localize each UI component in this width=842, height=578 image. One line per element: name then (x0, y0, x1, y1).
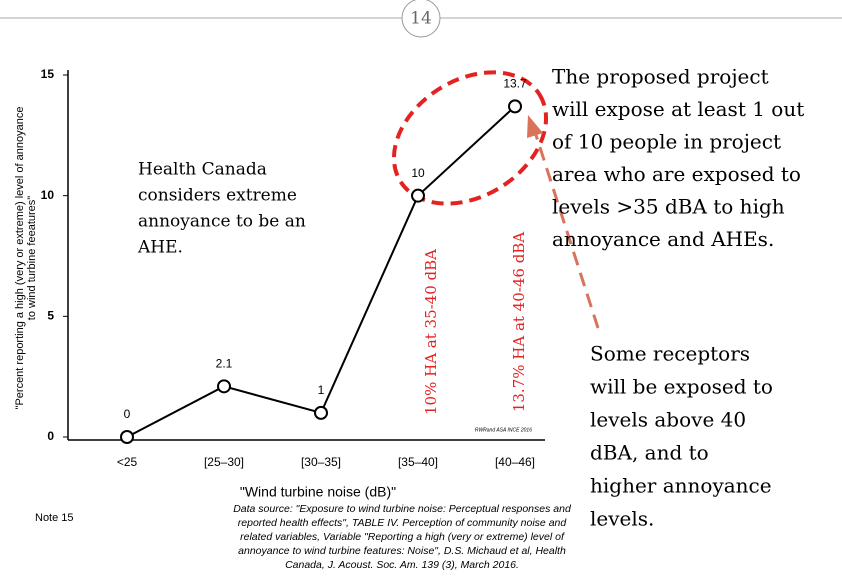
callout-text: The proposed project (552, 65, 769, 89)
callout-text: levels. (590, 507, 654, 531)
x-tick-label: <25 (117, 455, 138, 469)
source-text: related variables, Variable "Reporting a… (240, 531, 565, 543)
y-tick-label: 5 (47, 309, 54, 323)
note: Note 15 (35, 512, 74, 524)
point (314, 405, 328, 420)
callout-text: Some receptors (590, 342, 750, 366)
point (120, 430, 134, 444)
inset-note: AHE. (137, 238, 183, 258)
callout-text: will be exposed to (590, 375, 773, 399)
callout-text: levels above 40 (590, 408, 746, 432)
data-label: 13.7 (503, 77, 527, 91)
y-axis-label: to wind turbine feeatures" (26, 196, 38, 320)
bar-annotation: 10% HA at 35-40 dBA (422, 249, 440, 415)
y-tick-label: 15 (41, 67, 55, 81)
point (411, 188, 425, 203)
callout-text: area who are exposed to (552, 162, 801, 186)
x-tick-label: [30–35] (301, 455, 341, 469)
data-label: 1 (318, 383, 325, 397)
x-tick-label: [25–30] (204, 455, 244, 469)
point (508, 99, 522, 114)
data-label: 0 (124, 407, 131, 421)
y-axis-label: "Percent reporting a high (very or extre… (14, 107, 26, 410)
inset-note: Health Canada (138, 160, 267, 180)
callout-text: annoyance and AHEs. (552, 227, 774, 251)
x-axis-label: "Wind turbine noise (dB)" (240, 484, 396, 500)
x-tick-label: [35–40] (398, 455, 438, 469)
point (217, 379, 231, 394)
y-tick-label: 10 (41, 188, 55, 202)
data-label: 2.1 (216, 356, 233, 370)
bar-annotation: 13.7% HA at 40-46 dBA (510, 232, 528, 412)
source-text: Data source: "Exposure to wind turbine n… (233, 503, 572, 515)
inset-note: considers extreme (138, 186, 297, 206)
y-tick-label: 0 (47, 429, 54, 443)
page-badge (401, 0, 441, 38)
page-number: 14 (410, 9, 432, 29)
inset-note: annoyance to be an (138, 212, 306, 232)
arrow-head (527, 115, 543, 138)
callout-text: will expose at least 1 out (552, 97, 804, 121)
source-text: Canada, J. Acoust. Soc. Am. 139 (3), Mar… (285, 559, 519, 571)
callout-text: dBA, and to (590, 441, 709, 465)
callout-text: higher annoyance (590, 474, 772, 498)
data-label: 10 (411, 166, 425, 180)
highlight-ellipse (391, 70, 549, 206)
x-tick-label: [40–46] (495, 455, 535, 469)
credit: RWRand ASA INCE 2016 (475, 427, 532, 433)
source-text: reported health effects", TABLE IV. Perc… (238, 517, 568, 529)
source-text: annoyance to wind turbine features: Nois… (238, 545, 566, 557)
callout-text: of 10 people in project (552, 130, 781, 154)
callout-arrow (533, 131, 600, 329)
callout-text: levels >35 dBA to high (552, 195, 785, 219)
